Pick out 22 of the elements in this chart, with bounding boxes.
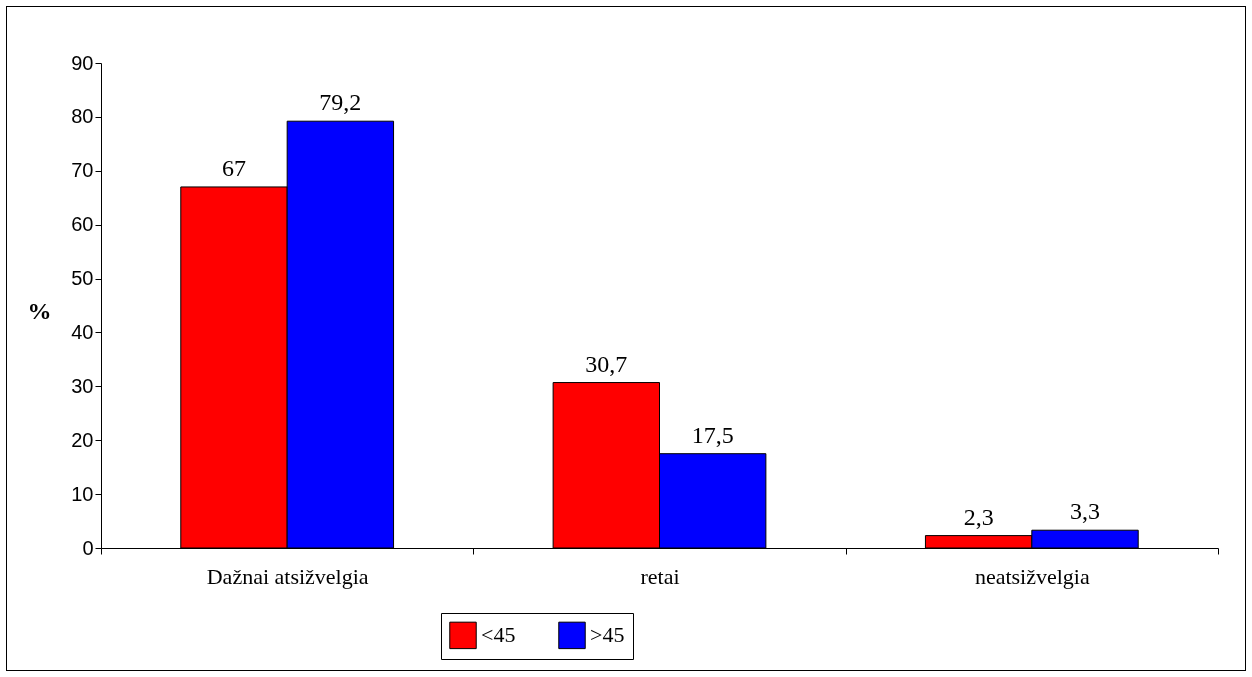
data-label: 2,3 [963, 503, 994, 530]
data-label: 17,5 [691, 421, 734, 448]
data-label: 79,2 [319, 89, 362, 116]
y-tick-label: 90 [71, 51, 94, 74]
legend-label: <45 [481, 622, 516, 648]
legend-label: >45 [590, 622, 625, 648]
x-tick-label: retai [640, 563, 680, 589]
y-tick-label: 50 [71, 267, 94, 290]
y-tick-label: 10 [71, 482, 94, 505]
y-tick-label: 80 [71, 105, 94, 128]
y-tick-label: 30 [71, 374, 94, 397]
data-label: 30,7 [585, 350, 628, 377]
x-tick-label: Dažnai atsižvelgia [206, 563, 369, 589]
y-tick-label: 60 [71, 213, 94, 236]
data-label: 3,3 [1070, 498, 1101, 525]
y-tick-label: 70 [71, 159, 94, 182]
y-axis-title: % [27, 297, 52, 324]
y-tick-label: 20 [71, 428, 94, 451]
data-label: 67 [221, 154, 246, 181]
y-tick-label: 40 [71, 320, 94, 343]
y-tick-label: 0 [82, 536, 94, 559]
x-tick-label: neatsižvelgia [974, 563, 1090, 589]
